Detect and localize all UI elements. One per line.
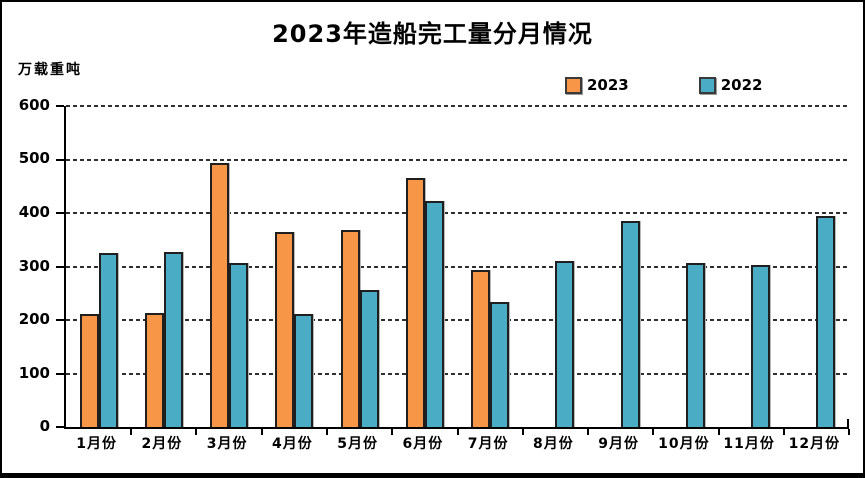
bar-group-12月份 xyxy=(784,106,849,427)
bar-2022-7月份 xyxy=(490,301,510,427)
x-boundary-tick-11 xyxy=(782,429,785,435)
legend-entry-2022: 2022 xyxy=(698,76,763,94)
y-tick-400 xyxy=(56,212,64,215)
x-boundary-tick-1 xyxy=(130,429,133,435)
legend-label-2022: 2022 xyxy=(720,76,763,94)
gridline-100 xyxy=(66,372,849,375)
x-axis-labels: 1月份 2月份 3月份 4月份 5月份 6月份 7月份 8月份 9月份 10月份 11月份 12月份 xyxy=(64,433,847,453)
x-boundary-tick-6 xyxy=(456,429,459,435)
legend-swatch-2022 xyxy=(698,76,716,94)
legend-swatch-2023 xyxy=(565,76,582,94)
bar-2022-1月份 xyxy=(98,252,118,427)
bar-group-4月份 xyxy=(262,106,327,427)
y-tick-label-100: 100 xyxy=(18,363,50,382)
bar-2023-5月份 xyxy=(340,230,360,427)
x-label-11月份: 11月份 xyxy=(723,436,775,452)
legend-label-2023: 2023 xyxy=(587,76,629,94)
gridline-600 xyxy=(66,105,849,107)
y-tick-100 xyxy=(56,372,64,375)
gridline-200 xyxy=(66,319,849,322)
bar-group-11月份 xyxy=(719,106,784,427)
y-tick-label-500: 500 xyxy=(18,149,50,168)
bar-2022-9月份 xyxy=(620,220,640,427)
y-tick-200 xyxy=(56,319,64,322)
chart-title: 2023年造船完工量分月情况 xyxy=(272,20,593,48)
bar-2023-1月份 xyxy=(79,313,99,427)
x-boundary-tick-2 xyxy=(195,429,198,435)
bar-2022-6月份 xyxy=(424,201,444,427)
x-label-5月份: 5月份 xyxy=(337,436,378,452)
y-tick-label-0: 0 xyxy=(39,417,50,435)
gridline-400 xyxy=(66,212,849,215)
gridline-300 xyxy=(66,265,849,268)
bar-group-10月份 xyxy=(653,106,718,427)
bar-2023-7月份 xyxy=(471,269,491,427)
x-label-6月份: 6月份 xyxy=(402,436,444,452)
x-boundary-tick-10 xyxy=(717,429,720,435)
y-tick-label-400: 400 xyxy=(18,202,50,221)
x-boundary-tick-12 xyxy=(848,429,850,435)
x-label-10月份: 10月份 xyxy=(658,436,710,452)
x-label-12月份: 12月份 xyxy=(788,436,841,452)
bar-group-8月份 xyxy=(523,106,588,427)
bar-2023-6月份 xyxy=(405,177,425,427)
x-label-4月份: 4月份 xyxy=(272,436,313,452)
bar-2022-11月份 xyxy=(751,264,771,427)
bar-group-1月份 xyxy=(66,106,131,427)
bar-2022-4月份 xyxy=(294,314,314,427)
bar-2022-2月份 xyxy=(163,251,183,427)
x-boundary-tick-4 xyxy=(325,429,328,435)
x-label-3月份: 3月份 xyxy=(206,436,248,452)
bar-group-2月份 xyxy=(131,106,196,427)
bar-2023-2月份 xyxy=(144,312,164,427)
y-tick-label-200: 200 xyxy=(18,309,50,328)
x-label-7月份: 7月份 xyxy=(467,436,509,452)
x-label-9月份: 9月份 xyxy=(598,436,639,452)
y-tick-600 xyxy=(56,105,64,107)
x-boundary-tick-8 xyxy=(586,429,589,435)
bars-container xyxy=(66,106,849,427)
gridline-500 xyxy=(66,158,849,161)
x-boundary-tick-5 xyxy=(391,429,394,435)
bar-group-3月份 xyxy=(197,106,262,427)
x-label-2月份: 2月份 xyxy=(141,436,183,452)
bar-2022-3月份 xyxy=(229,263,249,427)
x-label-8月份: 8月份 xyxy=(533,436,574,452)
bar-group-7月份 xyxy=(458,106,523,427)
x-boundary-tick-7 xyxy=(521,429,524,435)
x-boundary-tick-9 xyxy=(652,429,655,435)
bar-2023-3月份 xyxy=(210,162,230,427)
x-boundary-tick-3 xyxy=(260,429,263,435)
y-tick-label-300: 300 xyxy=(18,256,50,275)
bar-group-6月份 xyxy=(392,106,457,427)
plot-area: 0 100 200 300 400 500 600 xyxy=(19,96,850,435)
bar-2022-5月份 xyxy=(359,290,379,427)
y-tick-500 xyxy=(56,158,64,161)
y-tick-300 xyxy=(56,265,64,268)
legend: 2023 2022 xyxy=(565,76,763,94)
x-label-1月份: 1月份 xyxy=(76,436,117,452)
bar-2022-10月份 xyxy=(685,262,705,427)
y-tick-0 xyxy=(56,426,64,428)
bar-group-9月份 xyxy=(588,106,653,427)
bar-2022-12月份 xyxy=(816,215,836,427)
y-axis-unit-label: 万载重吨 xyxy=(18,62,82,78)
legend-entry-2023: 2023 xyxy=(565,76,629,94)
bar-group-5月份 xyxy=(327,106,392,427)
bar-2022-8月份 xyxy=(555,261,575,427)
y-tick-label-600: 600 xyxy=(18,96,50,114)
bar-2023-4月份 xyxy=(275,232,295,427)
